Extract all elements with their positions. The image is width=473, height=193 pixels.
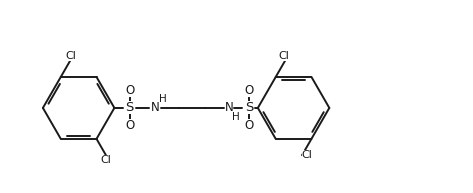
Text: Cl: Cl (65, 51, 76, 61)
Text: O: O (125, 119, 134, 132)
Text: Cl: Cl (278, 51, 289, 61)
Text: S: S (126, 101, 134, 114)
Text: O: O (244, 119, 254, 132)
Text: Cl: Cl (100, 155, 111, 165)
Text: N: N (151, 101, 160, 114)
Text: Cl: Cl (302, 150, 313, 160)
Text: H: H (158, 94, 166, 104)
Text: S: S (245, 101, 253, 114)
Text: N: N (225, 101, 234, 114)
Text: O: O (125, 84, 134, 97)
Text: H: H (232, 112, 240, 122)
Text: O: O (244, 84, 254, 97)
